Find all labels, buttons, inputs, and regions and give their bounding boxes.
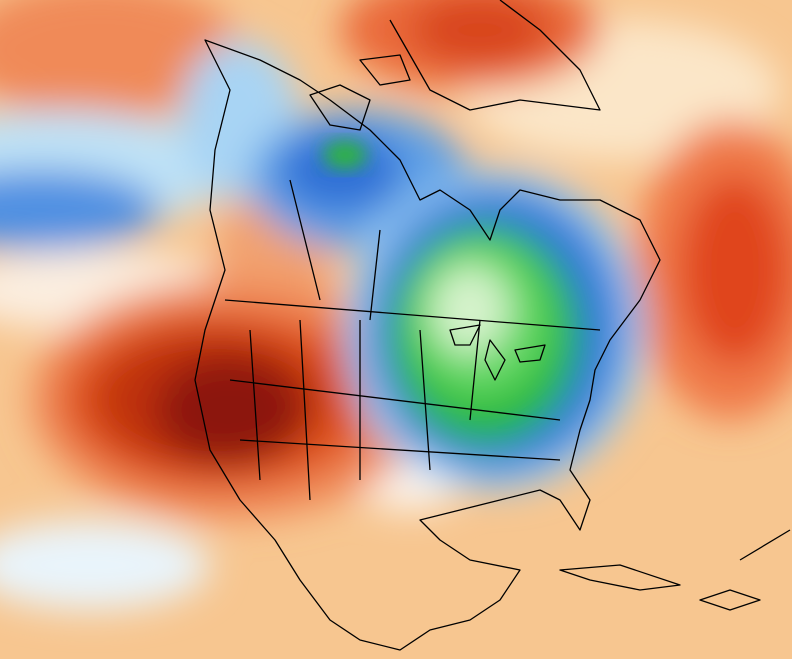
outlines [194,0,791,651]
